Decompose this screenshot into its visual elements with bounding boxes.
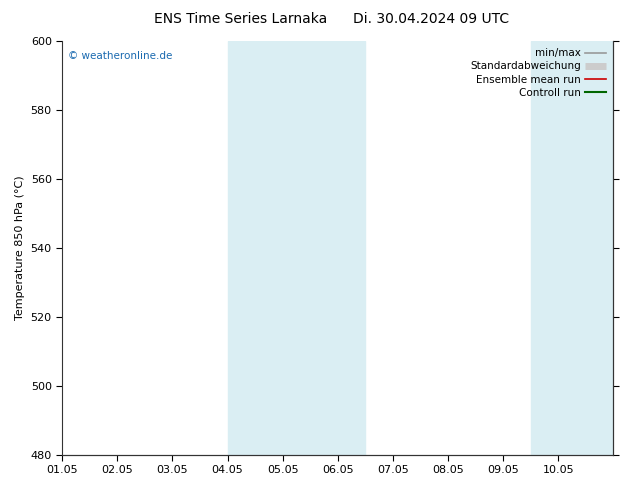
Text: ENS Time Series Larnaka: ENS Time Series Larnaka [154,12,328,26]
Bar [531,41,614,455]
Legend: min/max, Standardabweichung, Ensemble mean run, Controll run: min/max, Standardabweichung, Ensemble me… [469,46,608,100]
Text: Di. 30.04.2024 09 UTC: Di. 30.04.2024 09 UTC [353,12,509,26]
Y-axis label: Temperature 850 hPa (°C): Temperature 850 hPa (°C) [15,175,25,320]
Text: © weatheronline.de: © weatheronline.de [68,51,172,61]
Bar [228,41,365,455]
